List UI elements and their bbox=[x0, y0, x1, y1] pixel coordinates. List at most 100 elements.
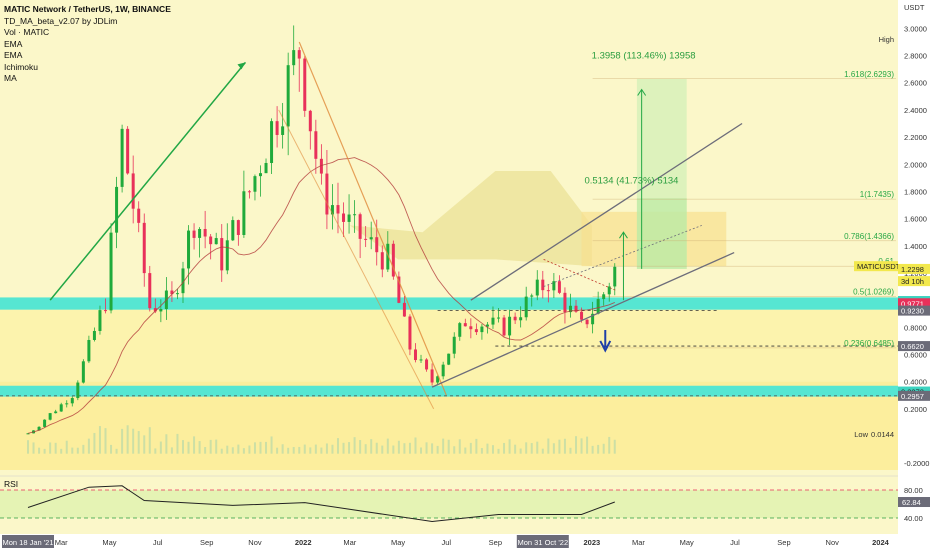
time-tick-label: Jul bbox=[730, 538, 740, 547]
volume-bar bbox=[115, 448, 118, 454]
candle-body bbox=[115, 186, 119, 233]
indicator-td-ma[interactable]: TD_MA_beta_v2.07 by JDLim bbox=[4, 15, 118, 26]
volume-bar bbox=[292, 446, 295, 454]
candle-body bbox=[524, 296, 528, 318]
candle-body bbox=[209, 236, 213, 245]
volume-bar bbox=[204, 447, 207, 454]
rising-channel-lower bbox=[431, 251, 735, 388]
indicator-ma[interactable]: MA bbox=[4, 73, 17, 83]
candle-body bbox=[458, 323, 462, 337]
candle-body bbox=[148, 273, 152, 309]
candle-body bbox=[131, 173, 135, 209]
candle-body bbox=[292, 50, 296, 66]
candle-body bbox=[81, 361, 85, 383]
price-tick-label: 1.6000 bbox=[904, 215, 927, 224]
rsi-title[interactable]: RSI bbox=[4, 479, 19, 489]
price-tick-label: 0.4000 bbox=[904, 378, 927, 387]
indicator-ema-1[interactable]: EMA bbox=[4, 38, 23, 49]
fib-label: 0.236(0.6485) bbox=[844, 339, 894, 348]
ichimoku-cloud bbox=[349, 171, 592, 267]
rsi-badge-label: 62.84 bbox=[902, 498, 921, 507]
candle-body bbox=[225, 240, 229, 271]
candle-body bbox=[126, 128, 130, 174]
time-tick-label: Mon 31 Oct '22 bbox=[517, 538, 568, 547]
candle-body bbox=[120, 128, 124, 187]
candle-body bbox=[585, 319, 589, 325]
candle-body bbox=[319, 158, 323, 174]
volume-bar bbox=[231, 447, 234, 454]
indicator-ichimoku[interactable]: Ichimoku bbox=[4, 61, 39, 72]
price-tick-label: 2.6000 bbox=[904, 79, 927, 88]
time-tick-label: Mar bbox=[632, 538, 645, 547]
candle-body bbox=[469, 326, 473, 330]
volume-bar bbox=[613, 439, 616, 454]
candle-body bbox=[109, 232, 113, 311]
time-tick-label: May bbox=[391, 538, 405, 547]
indicator-ema-2[interactable]: EMA bbox=[4, 50, 23, 60]
price-badge-label: 0.9230 bbox=[901, 307, 924, 316]
indicator-volume[interactable]: Vol · MATIC bbox=[4, 27, 50, 37]
candle-body bbox=[258, 173, 262, 177]
candle-body bbox=[386, 243, 390, 270]
symbol-title[interactable]: MATIC Network / TetherUS, 1W, BINANCE bbox=[4, 4, 171, 14]
candle-body bbox=[497, 317, 501, 319]
time-axis-bg bbox=[0, 534, 932, 550]
volume-bar bbox=[442, 438, 445, 454]
volume-bar bbox=[98, 426, 101, 454]
volume-bar bbox=[425, 442, 428, 454]
candle-body bbox=[270, 121, 274, 163]
candle-body bbox=[452, 336, 456, 354]
volume-bar bbox=[530, 443, 533, 454]
candle-body bbox=[330, 205, 334, 215]
fib-label: 0.786(1.4366) bbox=[844, 232, 894, 241]
volume-bar bbox=[464, 447, 467, 454]
candle-body bbox=[336, 205, 340, 214]
projection-box-inner bbox=[636, 198, 687, 269]
mid-band bbox=[0, 300, 898, 382]
rsi-tick-label: 40.00 bbox=[904, 514, 923, 523]
moving-average-line bbox=[27, 157, 615, 434]
volume-bar bbox=[336, 438, 339, 454]
volume-bar bbox=[82, 444, 85, 454]
candle-body bbox=[92, 330, 96, 340]
fib-label: 1.618(2.6293) bbox=[844, 70, 894, 79]
time-tick-label: Mar bbox=[55, 538, 68, 547]
candle-body bbox=[43, 419, 47, 427]
price-badge-label: 0.2957 bbox=[901, 392, 924, 401]
volume-bar bbox=[93, 432, 96, 454]
volume-bar bbox=[580, 438, 583, 454]
volume-bar bbox=[569, 447, 572, 454]
candle-body bbox=[397, 276, 401, 303]
high-label: High bbox=[879, 35, 894, 44]
support-zone-lower bbox=[0, 385, 898, 397]
volume-bar bbox=[453, 446, 456, 454]
volume-bar bbox=[187, 441, 190, 454]
candle-body bbox=[48, 413, 52, 420]
volume-bar bbox=[54, 442, 57, 454]
volume-bar bbox=[137, 431, 140, 454]
candle-body bbox=[480, 326, 484, 333]
rising-channel-upper bbox=[470, 122, 743, 301]
candle-body bbox=[281, 126, 285, 135]
volume-bar bbox=[265, 441, 268, 454]
candle-body bbox=[54, 411, 58, 414]
candle-body bbox=[253, 176, 257, 192]
volume-bar bbox=[43, 448, 46, 454]
candle-body bbox=[37, 426, 41, 431]
uptrend-arrow-line bbox=[49, 61, 247, 301]
uptrend-arrow-head bbox=[237, 62, 246, 70]
volume-bar bbox=[608, 436, 611, 454]
candle-body bbox=[530, 295, 534, 297]
time-tick-label: Jul bbox=[442, 538, 452, 547]
candle-body bbox=[303, 58, 307, 111]
candle-body bbox=[142, 222, 146, 274]
rsi-band bbox=[0, 490, 898, 518]
volume-bar bbox=[309, 447, 312, 454]
time-tick-box bbox=[516, 535, 569, 548]
candle-body bbox=[375, 237, 379, 253]
time-tick-label: 2023 bbox=[583, 538, 600, 547]
volume-bar bbox=[242, 448, 245, 454]
price-tick-label: 2.8000 bbox=[904, 52, 927, 61]
low-value: 0.0144 bbox=[871, 430, 894, 439]
